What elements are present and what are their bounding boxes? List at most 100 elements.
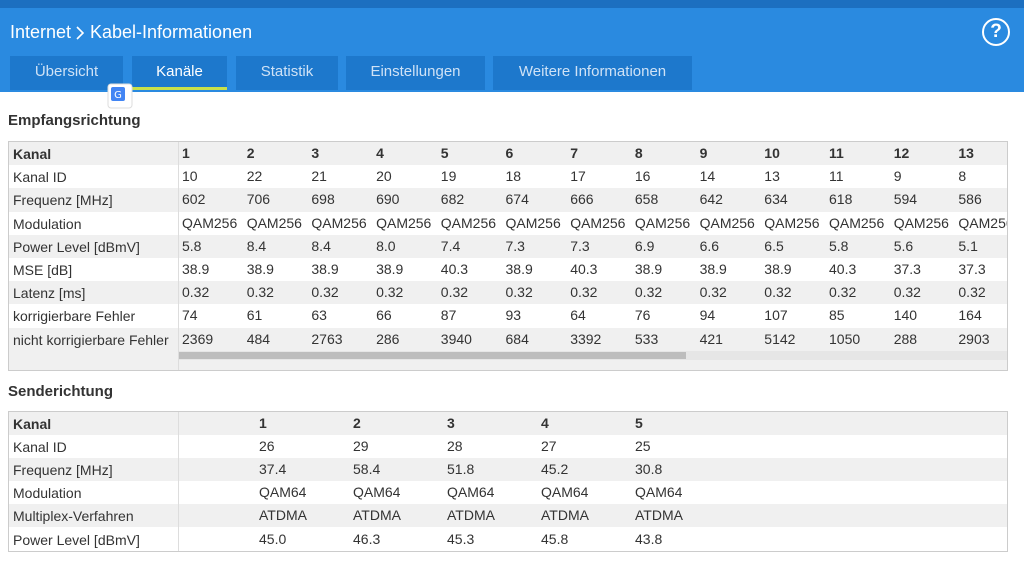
table-cell: 40.3	[570, 261, 598, 277]
table-cell: QAM256	[570, 214, 626, 231]
table-cell: 40.3	[440, 261, 469, 277]
table-row: korrigierbare Fehler 74 61 63 66 87 93 64 76 94 10…	[9, 304, 1007, 327]
scrollbar[interactable]	[179, 351, 1007, 360]
table-cell: 0.32	[893, 284, 921, 301]
table-cell: 1050	[829, 330, 861, 347]
table-cell: 288	[893, 330, 918, 347]
table-cell: ATDMA	[635, 507, 683, 524]
table-cell: 4	[541, 415, 549, 431]
table-cell: 107	[764, 307, 788, 324]
row-label: Power Level [dBmV]	[13, 531, 140, 548]
table-cell: 6.5	[764, 237, 784, 254]
table-cell: 21	[311, 168, 327, 185]
table-cell: 0.32	[182, 284, 210, 301]
table-cell: 38.9	[311, 261, 339, 277]
table-cell: 0.32	[699, 284, 727, 301]
table-cell: 6.6	[699, 237, 720, 254]
tab[interactable]: Kanäle	[132, 56, 227, 90]
row-label: Modulation	[13, 215, 82, 232]
table-cell: 38.9	[246, 261, 274, 277]
table-cell: 642	[699, 191, 723, 208]
table-row: MSE [dB] 38.9 38.9 38.9 38.9 40.3 38.9 40.3 38.9…	[9, 258, 1007, 281]
table-cell: 38.9	[505, 261, 533, 277]
table-cell: 7	[570, 145, 578, 161]
table-row: Power Level [dBmV] 45.0 46.3 45.3 45.8 43.8	[9, 528, 1007, 551]
table-cell: 38.9	[376, 261, 404, 277]
table-cell: 87	[440, 307, 457, 324]
table-cell: 2369	[182, 330, 214, 347]
tab[interactable]: Übersicht	[10, 56, 123, 90]
table-row: Kanal ID 10 22 21 20 19 18 17 16 14 13 11 9 8	[9, 165, 1007, 188]
tab[interactable]: Einstellungen	[346, 56, 485, 90]
table-cell: 45.8	[541, 530, 569, 547]
table-cell: 28	[447, 438, 463, 455]
column-divider	[178, 412, 179, 551]
table-cell: 5.8	[829, 237, 849, 254]
tab[interactable]: Statistik	[236, 56, 338, 90]
table-cell: 94	[699, 307, 716, 324]
table-cell: 74	[182, 307, 198, 324]
scrollbar-thumb[interactable]	[179, 352, 686, 359]
table-cell: 30.8	[635, 461, 663, 478]
tab[interactable]: Weitere Informationen	[493, 56, 692, 90]
table-cell: 29	[353, 438, 369, 455]
table-cell: 13	[958, 145, 974, 161]
table-cell: 684	[505, 330, 529, 347]
table-row: Frequenz [MHz] 37.4 58.4 51.8 45.2 30.8	[9, 458, 1007, 482]
table-cell: QAM256	[311, 214, 367, 231]
table-cell: 5	[440, 145, 449, 161]
table-row: Power Level [dBmV] 5.8 8.4 8.4 8.0 7.4 7.3 7.3 6…	[9, 234, 1007, 258]
breadcrumb: Kabel-Informationen	[90, 22, 253, 42]
table-cell: 6	[505, 145, 514, 161]
table-cell: 533	[634, 330, 659, 347]
table-cell: 0.32	[311, 284, 339, 301]
downstream-table: Kanal 1 2 3 4 5 6 7 8 9 10 11 12 13 Kanal ID 10 22 21 20 19…	[8, 141, 1008, 371]
table-cell: 11	[829, 168, 844, 185]
table-cell: 22	[246, 168, 263, 185]
table-cell: 5142	[764, 330, 796, 347]
table-cell: QAM64	[635, 484, 683, 501]
table-cell: QAM256	[376, 214, 432, 231]
table-cell: 164	[958, 307, 982, 324]
table-cell: 8.0	[376, 237, 396, 254]
help-button[interactable]: ?	[982, 18, 1010, 46]
table-cell: 9	[699, 145, 708, 161]
table-cell: 594	[893, 191, 918, 208]
table-cell: QAM256	[764, 214, 820, 231]
table-cell: 45.3	[447, 530, 475, 547]
table-row: Latenz [ms] 0.32 0.32 0.32 0.32 0.32 0.32 0.32 0…	[9, 281, 1007, 305]
row-label: Frequenz [MHz]	[13, 462, 113, 479]
table-cell: 7.3	[505, 237, 525, 254]
table-cell: 10	[764, 145, 780, 161]
table-cell: 8.4	[311, 237, 331, 254]
table-cell: 13	[764, 168, 780, 185]
table-cell: 37.3	[958, 261, 986, 277]
table-cell: 2	[353, 415, 361, 431]
table-cell: 64	[570, 307, 586, 324]
table-cell: 1	[259, 415, 267, 431]
table-cell: 76	[634, 307, 651, 324]
table-cell: 85	[829, 307, 845, 324]
table-cell: 0.32	[376, 284, 404, 301]
table-cell: 8.4	[246, 237, 267, 254]
table-cell: 18	[505, 168, 522, 185]
table-cell: 602	[182, 191, 206, 208]
table-row: Multiplex-Verfahren ATDMA ATDMA ATDMA ATDMA A…	[9, 504, 1007, 528]
table-cell: 17	[570, 168, 586, 185]
table-cell: ATDMA	[353, 507, 401, 524]
row-label: Kanal	[13, 416, 52, 432]
table-cell: QAM64	[447, 484, 495, 501]
svg-text:G: G	[114, 90, 122, 101]
table-cell: QAM256	[246, 214, 302, 231]
table-cell: 40.3	[829, 261, 857, 277]
table-cell: QAM64	[353, 484, 401, 501]
table-cell: 0.32	[246, 284, 274, 301]
table-cell: 10	[182, 168, 198, 185]
upstream-table: Kanal 1 2 3 4 5 Kanal ID 26 29 28 27 25 Frequenz [MH…	[8, 411, 1008, 552]
table-cell: 0.32	[505, 284, 533, 301]
table-cell: 666	[570, 191, 594, 208]
row-label: MSE [dB]	[13, 262, 73, 278]
table-cell: 25	[635, 438, 651, 455]
breadcrumb[interactable]: Internet	[10, 22, 72, 42]
table-cell: 5.1	[958, 237, 978, 254]
